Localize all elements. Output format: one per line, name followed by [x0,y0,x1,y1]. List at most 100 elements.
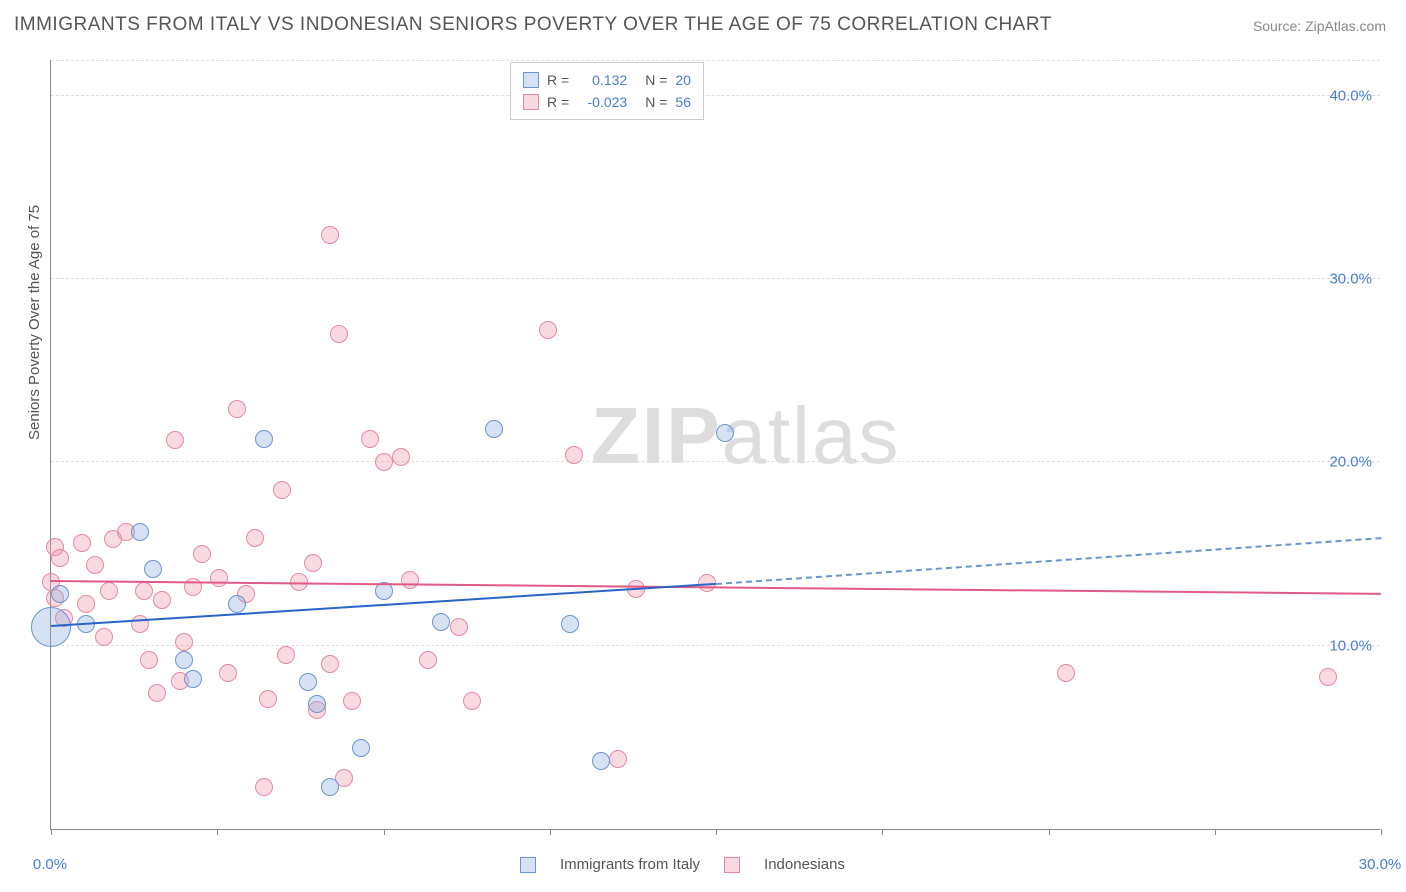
gridline [51,645,1380,646]
y-tick-label: 10.0% [1329,637,1372,654]
data-point [330,325,348,343]
data-point [140,651,158,669]
data-point [153,591,171,609]
data-point [304,554,322,572]
data-point [716,424,734,442]
data-point [228,400,246,418]
x-tick [1049,829,1050,835]
data-point [401,571,419,589]
data-point [135,582,153,600]
x-tick [550,829,551,835]
n-value: 56 [675,94,691,110]
legend-label: Immigrants from Italy [560,856,700,873]
swatch-icon [724,857,740,873]
x-tick [51,829,52,835]
x-tick [217,829,218,835]
legend-row: R = -0.023 N = 56 [523,91,691,113]
data-point [463,692,481,710]
data-point [193,545,211,563]
n-value: 20 [675,72,691,88]
y-tick-label: 20.0% [1329,454,1372,471]
r-label: R = [547,72,569,88]
data-point [485,420,503,438]
data-point [308,695,326,713]
data-point [51,585,69,603]
data-point [1319,668,1337,686]
data-point [343,692,361,710]
data-point [321,655,339,673]
watermark: ZIPatlas [591,390,900,482]
data-point [539,321,557,339]
data-point [565,446,583,464]
r-value: -0.023 [577,94,627,110]
r-label: R = [547,94,569,110]
watermark-light: atlas [721,391,900,480]
data-point [321,226,339,244]
x-tick [1215,829,1216,835]
y-axis-label: Seniors Poverty Over the Age of 75 [26,205,43,440]
data-point [246,529,264,547]
data-point [352,739,370,757]
data-point [561,615,579,633]
data-point [184,670,202,688]
data-point [419,651,437,669]
gridline [51,278,1380,279]
data-point [1057,664,1075,682]
data-point [432,613,450,631]
swatch-icon [520,857,536,873]
n-label: N = [645,94,667,110]
data-point [277,646,295,664]
gridline [51,60,1380,61]
series-legend: Immigrants from Italy Indonesians [520,856,845,873]
gridline [51,461,1380,462]
x-tick-label: 30.0% [1359,856,1402,873]
x-tick [882,829,883,835]
data-point [321,778,339,796]
data-point [73,534,91,552]
data-point [100,582,118,600]
legend-row: R = 0.132 N = 20 [523,69,691,91]
gridline [51,95,1380,96]
data-point [166,431,184,449]
data-point [219,664,237,682]
data-point [273,481,291,499]
data-point [175,651,193,669]
data-point [255,778,273,796]
data-point [361,430,379,448]
data-point [77,595,95,613]
x-tick [384,829,385,835]
data-point [259,690,277,708]
data-point [86,556,104,574]
data-point [299,673,317,691]
data-point [131,615,149,633]
data-point [31,607,71,647]
data-point [144,560,162,578]
data-point [95,628,113,646]
r-value: 0.132 [577,72,627,88]
correlation-legend: R = 0.132 N = 20 R = -0.023 N = 56 [510,62,704,120]
data-point [255,430,273,448]
x-tick [716,829,717,835]
swatch-icon [523,72,539,88]
data-point [51,549,69,567]
x-tick-label: 0.0% [33,856,67,873]
data-point [210,569,228,587]
y-tick-label: 40.0% [1329,87,1372,104]
data-point [175,633,193,651]
source-label: Source: ZipAtlas.com [1253,18,1386,34]
n-label: N = [645,72,667,88]
data-point [392,448,410,466]
plot-area: ZIPatlas 10.0% 20.0% 30.0% 40.0% [50,60,1380,830]
data-point [592,752,610,770]
data-point [131,523,149,541]
y-tick-label: 30.0% [1329,271,1372,288]
watermark-bold: ZIP [591,391,721,480]
data-point [450,618,468,636]
data-point [228,595,246,613]
data-point [148,684,166,702]
data-point [375,453,393,471]
x-tick [1381,829,1382,835]
chart-title: IMMIGRANTS FROM ITALY VS INDONESIAN SENI… [14,14,1052,36]
data-point [609,750,627,768]
swatch-icon [523,94,539,110]
